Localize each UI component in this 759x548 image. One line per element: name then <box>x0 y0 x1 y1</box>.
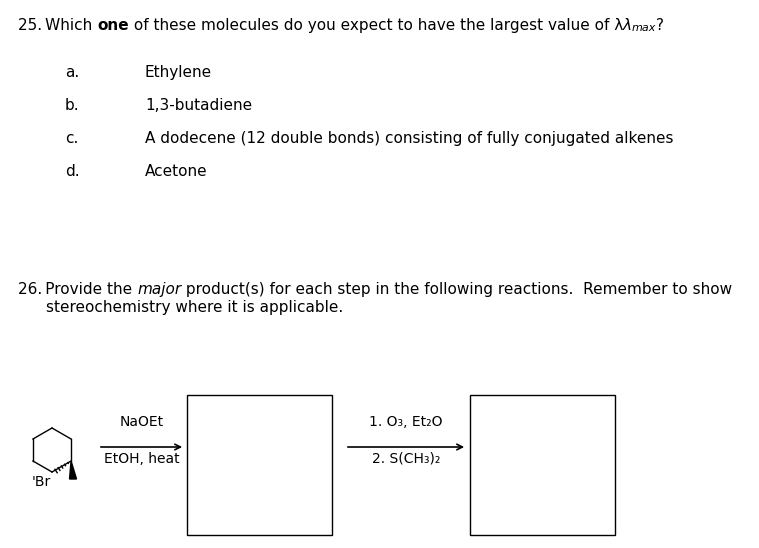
Text: one: one <box>97 18 129 33</box>
Text: 1. O₃, Et₂O: 1. O₃, Et₂O <box>369 415 442 429</box>
Text: 2. S(CH₃)₂: 2. S(CH₃)₂ <box>372 452 440 466</box>
Bar <box>187 395 332 535</box>
Text: c.: c. <box>65 131 78 146</box>
Text: ?: ? <box>657 18 664 33</box>
Text: a.: a. <box>65 65 79 80</box>
Text: 26. Provide the: 26. Provide the <box>18 282 137 297</box>
Text: Acetone: Acetone <box>145 164 208 179</box>
Text: b.: b. <box>65 98 80 113</box>
Bar <box>470 395 615 535</box>
Text: of these molecules do you expect to have the largest value of λ: of these molecules do you expect to have… <box>129 18 623 33</box>
Text: stereochemistry where it is applicable.: stereochemistry where it is applicable. <box>46 300 343 315</box>
Text: 25. Which: 25. Which <box>18 18 97 33</box>
Text: Ethylene: Ethylene <box>145 65 212 80</box>
Text: λ: λ <box>623 18 632 33</box>
Text: major: major <box>137 282 181 297</box>
Text: max: max <box>632 23 657 33</box>
Text: 1,3-butadiene: 1,3-butadiene <box>145 98 252 113</box>
Text: d.: d. <box>65 164 80 179</box>
Text: 'Br: 'Br <box>32 475 51 489</box>
Text: NaOEt: NaOEt <box>119 415 163 429</box>
Text: product(s) for each step in the following reactions.  Remember to show: product(s) for each step in the followin… <box>181 282 732 297</box>
Text: A dodecene (12 double bonds) consisting of fully conjugated alkenes: A dodecene (12 double bonds) consisting … <box>145 131 673 146</box>
Polygon shape <box>70 461 77 479</box>
Text: EtOH, heat: EtOH, heat <box>104 452 179 466</box>
